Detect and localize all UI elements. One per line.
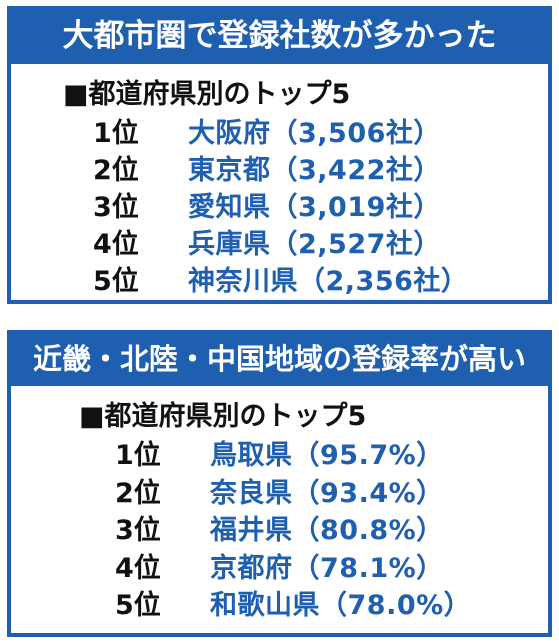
rank-label: 5位 [93, 266, 139, 297]
ranking-row: 3位 福井県（80.8%） [115, 509, 471, 547]
rank-label: 2位 [93, 155, 139, 186]
rank-entry: 愛知県（3,019社） [188, 192, 441, 223]
panel-title: 近畿・北陸・中国地域の登録率が高い [11, 334, 548, 386]
rank-entry: 福井県（80.8%） [210, 515, 444, 547]
rank-entry: 奈良県（93.4%） [210, 477, 444, 509]
ranking-row: 3位 愛知県（3,019社） [93, 186, 468, 223]
rank-label: 4位 [115, 552, 161, 584]
rank-entry: 和歌山県（78.0%） [210, 590, 472, 622]
rank-label: 1位 [93, 118, 139, 149]
panel-subtitle: ■都道府県別のトップ5 [63, 79, 351, 110]
registered-companies-panel: 大都市圏で登録社数が多かった ■都道府県別のトップ5 1位 大阪府（3,506社… [7, 6, 552, 304]
rank-label: 2位 [115, 477, 161, 509]
rank-label: 5位 [115, 590, 161, 622]
rank-label: 1位 [115, 440, 161, 472]
panel-subtitle: ■都道府県別のトップ5 [79, 401, 367, 432]
rank-label: 3位 [93, 192, 139, 223]
panel-title: 大都市圏で登録社数が多かった [11, 10, 548, 64]
ranking-row: 2位 奈良県（93.4%） [115, 472, 471, 510]
ranking-row: 1位 鳥取県（95.7%） [115, 434, 471, 472]
rank-entry: 鳥取県（95.7%） [210, 440, 444, 472]
ranking-row: 5位 和歌山県（78.0%） [115, 584, 471, 622]
ranking-list: 1位 大阪府（3,506社） 2位 東京都（3,422社） 3位 愛知県（3,0… [93, 112, 468, 297]
rank-entry: 京都府（78.1%） [210, 552, 444, 584]
registration-rate-panel: 近畿・北陸・中国地域の登録率が高い ■都道府県別のトップ5 1位 鳥取県（95.… [7, 330, 552, 637]
ranking-row: 2位 東京都（3,422社） [93, 149, 468, 186]
ranking-row: 4位 京都府（78.1%） [115, 547, 471, 585]
ranking-row: 4位 兵庫県（2,527社） [93, 223, 468, 260]
rank-entry: 神奈川県（2,356社） [188, 266, 469, 297]
ranking-row: 1位 大阪府（3,506社） [93, 112, 468, 149]
ranking-row: 5位 神奈川県（2,356社） [93, 260, 468, 297]
ranking-list: 1位 鳥取県（95.7%） 2位 奈良県（93.4%） 3位 福井県（80.8%… [115, 434, 471, 622]
rank-label: 4位 [93, 229, 139, 260]
rank-entry: 大阪府（3,506社） [188, 118, 441, 149]
rank-label: 3位 [115, 515, 161, 547]
rank-entry: 兵庫県（2,527社） [188, 229, 441, 260]
rank-entry: 東京都（3,422社） [188, 155, 441, 186]
